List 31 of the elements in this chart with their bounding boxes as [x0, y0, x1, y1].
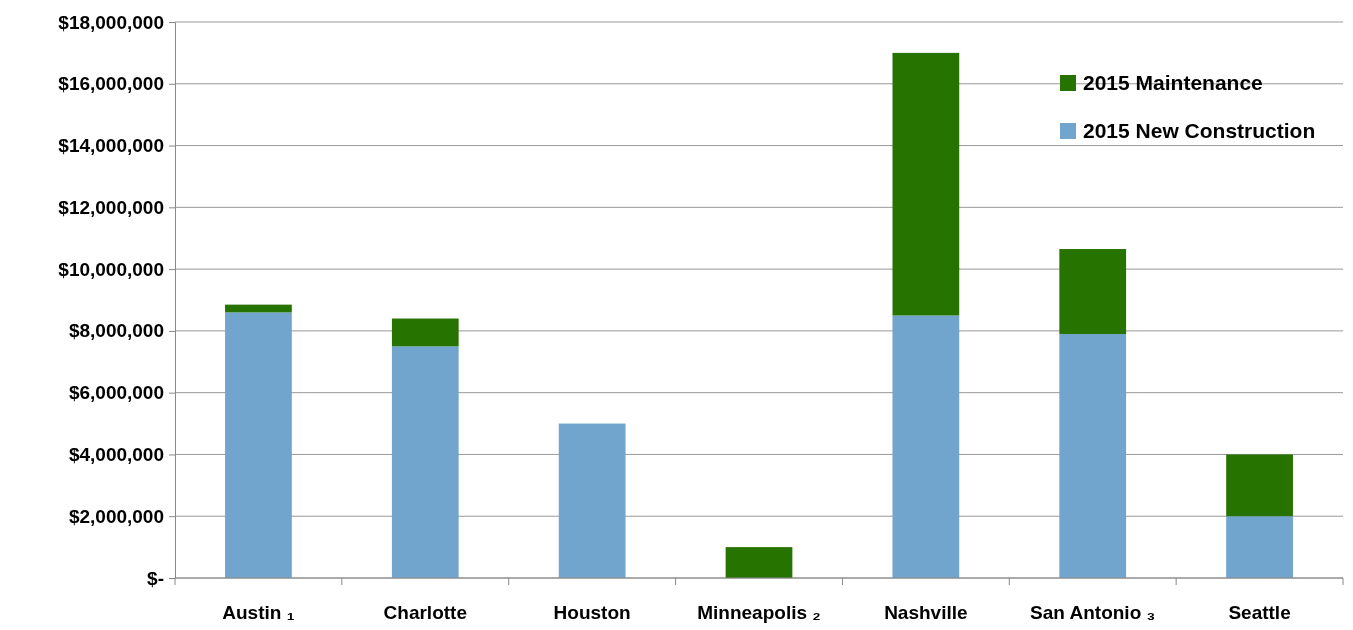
y-tick-label: $16,000,000 — [58, 73, 164, 95]
y-tick-label: $4,000,000 — [68, 444, 164, 466]
bar — [892, 52, 960, 316]
bar — [225, 312, 292, 578]
y-tick-label: $8,000,000 — [68, 320, 164, 342]
legend-label: 2015 New Construction — [1083, 119, 1316, 142]
y-tick-label: $12,000,000 — [58, 196, 164, 218]
x-tick-label: Austin ₁ — [222, 602, 295, 623]
x-tick-label: Seattle — [1228, 602, 1291, 623]
bar — [391, 318, 459, 347]
x-tick-label: San Antonio ₃ — [1030, 602, 1156, 623]
x-tick-label: Houston — [553, 602, 631, 623]
y-tick-label: $18,000,000 — [58, 11, 164, 33]
bar — [1226, 454, 1293, 517]
y-tick-label: $6,000,000 — [68, 382, 164, 404]
legend-label: 2015 Maintenance — [1083, 71, 1263, 94]
bar — [725, 547, 793, 578]
x-tick-label: Nashville — [884, 602, 968, 623]
y-tick-label: $- — [147, 567, 164, 589]
x-tick-label: Charlotte — [383, 602, 467, 623]
bar — [1059, 249, 1127, 334]
bar — [892, 315, 960, 578]
bar — [391, 346, 459, 578]
y-tick-label: $2,000,000 — [68, 505, 164, 527]
y-tick-label: $14,000,000 — [58, 135, 164, 157]
bar — [558, 423, 626, 578]
bar — [1226, 516, 1293, 578]
bar — [1059, 333, 1127, 578]
x-tick-label: Minneapolis ₂ — [697, 602, 821, 623]
y-tick-label: $10,000,000 — [58, 258, 164, 280]
bar — [225, 304, 292, 313]
